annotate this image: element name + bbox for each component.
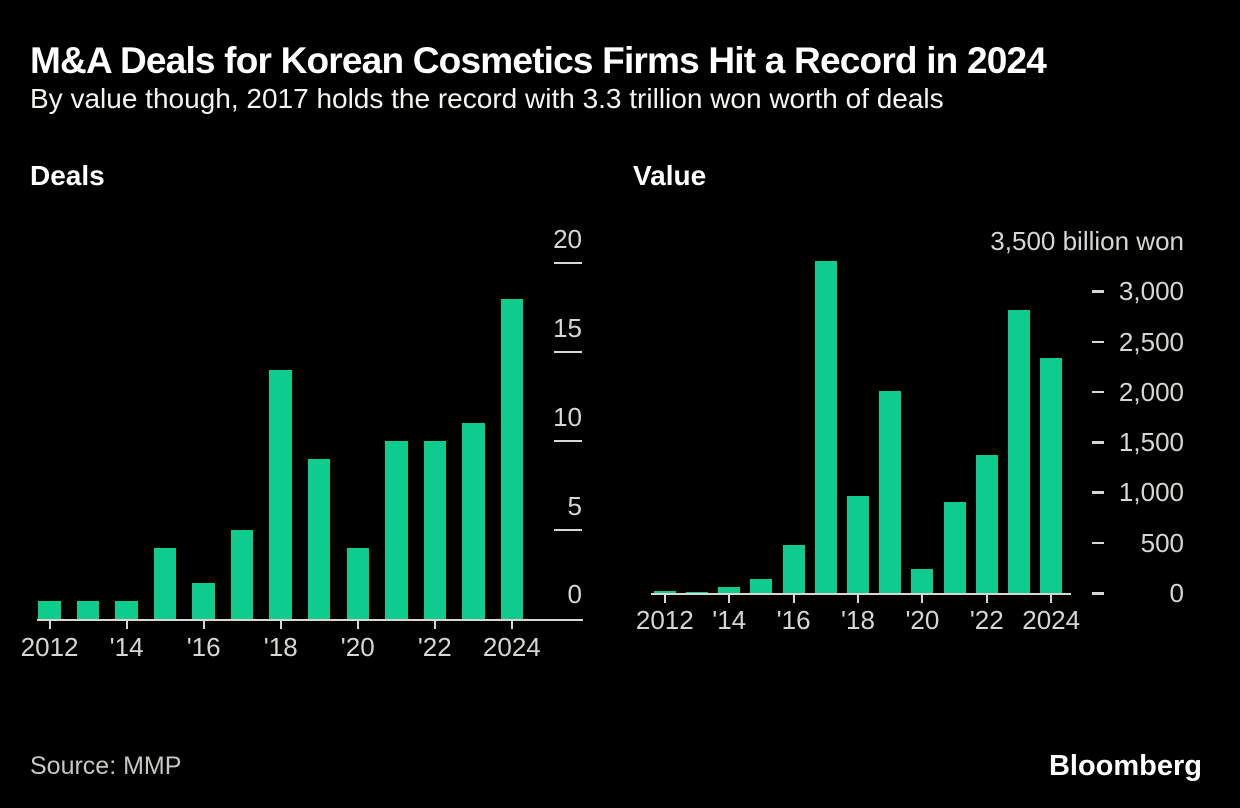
x-tick-mark [356,621,359,629]
x-tick-mark [510,621,513,629]
x-tick-label: '20 [905,605,940,635]
y-tick-dash [1092,340,1104,343]
bar-2020 [911,568,934,593]
y-tick-label: 500 [1140,527,1184,558]
x-tick-mark [792,595,795,603]
bar-2016 [782,544,805,593]
x-tick-mark [985,595,988,603]
x-axis-line [37,619,583,621]
y-tick-label: 1,500 [1118,427,1184,458]
bar-2015 [750,578,773,593]
y-tick-label: 2,500 [1118,326,1184,357]
bar-2017 [814,261,837,593]
x-tick-mark [663,595,666,603]
y-tick-label: 3,000 [1118,276,1184,307]
x-axis-line [651,593,1071,595]
bar-2023 [462,423,485,619]
x-tick-mark [48,621,51,629]
y-tick-dash [1092,290,1104,293]
x-tick-mark [857,595,859,603]
y-tick-dash [554,351,582,354]
bar-2022 [975,455,998,593]
x-tick-label: '18 [263,632,298,662]
bar-2016 [192,583,215,619]
value-panel-title: Value [633,160,707,191]
y-tick-dash [1092,541,1104,545]
y-tick-dash [1092,491,1104,494]
bar-2012 [38,601,61,619]
x-tick-mark [1050,595,1053,603]
y-tick-label: 2,000 [1118,376,1184,407]
x-tick-label: '22 [417,632,452,662]
x-tick-label: 2012 [20,632,79,662]
x-tick-label: '16 [776,605,811,635]
bar-2019 [879,390,902,593]
x-tick-mark [125,621,128,629]
bloomberg-logo: Bloomberg [1048,750,1202,782]
x-tick-mark [921,595,924,603]
y-tick-label: 5 [567,491,582,522]
y-tick-dash [1092,592,1104,595]
x-tick-label: '16 [186,632,221,662]
bar-2021 [385,441,408,619]
chart-subtitle: By value though, 2017 holds the record w… [30,83,944,114]
y-tick-dash [554,262,582,265]
y-axis-unit-label: 3,500 billion won [990,226,1184,256]
x-tick-label: '20 [340,632,375,662]
y-tick-label: 10 [553,402,582,433]
x-tick-mark [728,595,731,603]
x-tick-label: '22 [969,605,1004,635]
x-tick-label: 2024 [482,632,541,662]
bar-2018 [269,369,292,619]
y-tick-label: 20 [553,224,582,255]
x-tick-label: '14 [109,632,144,662]
bar-2012 [653,591,676,593]
chart-title: M&A Deals for Korean Cosmetics Firms Hit… [30,40,1047,81]
bar-2021 [943,502,966,593]
y-tick-dash [554,440,582,443]
bar-2019 [307,458,331,619]
x-tick-label: 2012 [635,605,694,635]
bar-2018 [847,495,869,593]
y-tick-label: 0 [1169,578,1184,608]
source-note: Source: MMP [30,752,182,780]
x-tick-label: '14 [712,605,747,635]
bar-2014 [718,587,741,593]
bar-2022 [423,441,447,619]
y-tick-label: 1,000 [1118,477,1184,508]
y-tick-label: 15 [553,313,582,344]
bar-2013 [76,601,100,619]
x-tick-label: 2024 [1022,605,1081,635]
bar-2015 [153,547,177,619]
y-tick-dash [1092,441,1104,444]
bar-2024 [500,298,524,619]
deals-panel-title: Deals [30,160,105,191]
x-tick-mark [202,621,205,629]
bar-2017 [230,530,254,619]
bar-2020 [346,547,369,619]
bar-2023 [1008,310,1030,593]
x-tick-label: '18 [841,605,875,635]
bar-2014 [115,601,138,619]
x-tick-mark [433,621,436,629]
y-tick-label: 0 [567,579,582,609]
y-tick-dash [554,529,582,532]
bar-2024 [1040,357,1063,593]
y-tick-dash [1092,390,1104,394]
x-tick-mark [279,621,282,629]
bar-2013 [686,591,708,593]
